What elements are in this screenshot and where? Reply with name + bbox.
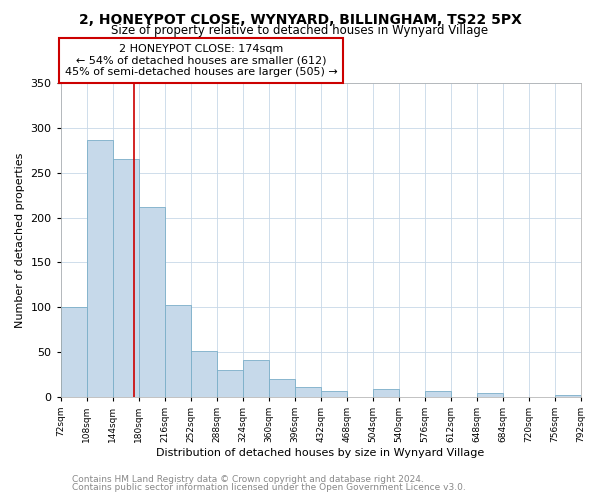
- Bar: [373, 390, 398, 396]
- Bar: [425, 391, 451, 396]
- Bar: [61, 307, 86, 396]
- Bar: [86, 140, 113, 396]
- Bar: [269, 378, 295, 396]
- Text: Contains HM Land Registry data © Crown copyright and database right 2024.: Contains HM Land Registry data © Crown c…: [72, 475, 424, 484]
- Text: 2, HONEYPOT CLOSE, WYNYARD, BILLINGHAM, TS22 5PX: 2, HONEYPOT CLOSE, WYNYARD, BILLINGHAM, …: [79, 12, 521, 26]
- Bar: [320, 391, 347, 396]
- Bar: [295, 386, 320, 396]
- Y-axis label: Number of detached properties: Number of detached properties: [15, 152, 25, 328]
- Bar: [191, 351, 217, 397]
- Bar: [139, 207, 164, 396]
- Text: 2 HONEYPOT CLOSE: 174sqm
← 54% of detached houses are smaller (612)
45% of semi-: 2 HONEYPOT CLOSE: 174sqm ← 54% of detach…: [65, 44, 337, 77]
- Text: Contains public sector information licensed under the Open Government Licence v3: Contains public sector information licen…: [72, 484, 466, 492]
- Bar: [217, 370, 242, 396]
- Bar: [164, 306, 191, 396]
- Bar: [242, 360, 269, 397]
- Text: Size of property relative to detached houses in Wynyard Village: Size of property relative to detached ho…: [112, 24, 488, 37]
- Bar: [554, 395, 581, 396]
- Bar: [476, 393, 503, 396]
- Bar: [113, 160, 139, 396]
- X-axis label: Distribution of detached houses by size in Wynyard Village: Distribution of detached houses by size …: [157, 448, 485, 458]
